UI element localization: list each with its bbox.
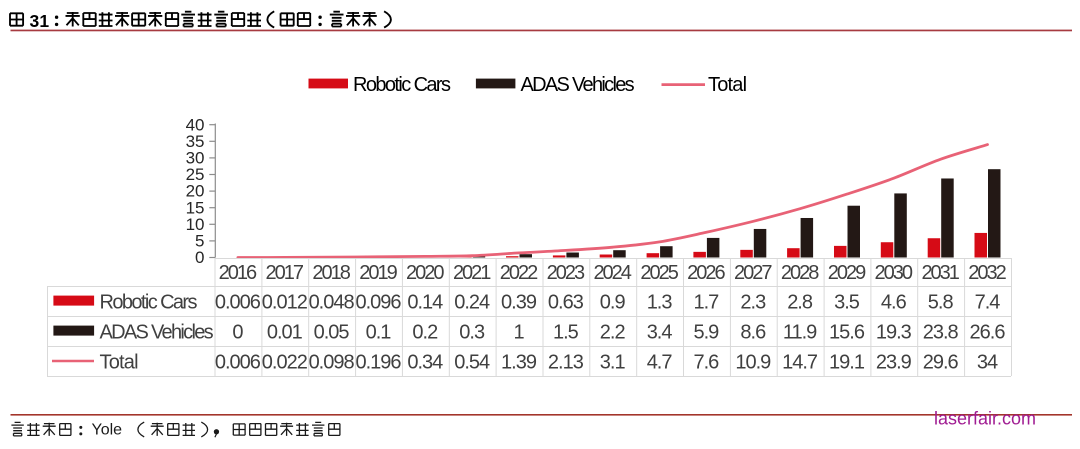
- svg-text:2031: 2031: [921, 262, 959, 284]
- svg-text:0.006: 0.006: [215, 351, 261, 373]
- svg-text:2.2: 2.2: [600, 321, 626, 343]
- svg-text:2.8: 2.8: [787, 291, 813, 313]
- svg-text:0.006: 0.006: [215, 291, 261, 313]
- svg-text:0.098: 0.098: [309, 351, 355, 373]
- svg-text:2016: 2016: [219, 262, 257, 284]
- svg-text:19.3: 19.3: [876, 321, 912, 343]
- svg-text:2027: 2027: [734, 262, 772, 284]
- svg-text:Robotic Cars: Robotic Cars: [100, 291, 198, 313]
- svg-text:10.9: 10.9: [735, 351, 771, 373]
- svg-text:2025: 2025: [640, 262, 678, 284]
- svg-text:0.048: 0.048: [309, 291, 355, 313]
- svg-text:29.6: 29.6: [923, 351, 959, 373]
- svg-text:0.022: 0.022: [262, 351, 308, 373]
- svg-text:2.3: 2.3: [740, 291, 766, 313]
- svg-text:0.9: 0.9: [600, 291, 626, 313]
- svg-text:2029: 2029: [828, 262, 866, 284]
- svg-text:3.4: 3.4: [647, 321, 673, 343]
- svg-text:3.5: 3.5: [834, 291, 860, 313]
- svg-text:0.01: 0.01: [267, 321, 303, 343]
- svg-text:0.24: 0.24: [454, 291, 490, 313]
- svg-text:30: 30: [186, 149, 205, 168]
- svg-text:0: 0: [232, 321, 243, 343]
- svg-text:1.39: 1.39: [501, 351, 537, 373]
- svg-text:7.6: 7.6: [693, 351, 719, 373]
- svg-text:Robotic Cars: Robotic Cars: [353, 74, 451, 96]
- svg-text:laserfair.com: laserfair.com: [934, 409, 1036, 429]
- svg-text:2017: 2017: [266, 262, 304, 284]
- svg-text:25: 25: [186, 165, 205, 184]
- svg-text:2030: 2030: [875, 262, 913, 284]
- svg-text:5.9: 5.9: [693, 321, 719, 343]
- svg-text:0.196: 0.196: [355, 351, 401, 373]
- svg-text:2026: 2026: [687, 262, 725, 284]
- svg-text:Total: Total: [100, 351, 139, 373]
- svg-text:2032: 2032: [968, 262, 1006, 284]
- svg-text:4.6: 4.6: [881, 291, 907, 313]
- svg-text:0.34: 0.34: [407, 351, 443, 373]
- svg-text:2.13: 2.13: [548, 351, 584, 373]
- svg-text:7.4: 7.4: [975, 291, 1001, 313]
- svg-text:0.39: 0.39: [501, 291, 537, 313]
- svg-text:2023: 2023: [547, 262, 585, 284]
- svg-text:2024: 2024: [593, 262, 631, 284]
- svg-text:Total: Total: [708, 74, 747, 96]
- svg-text:34: 34: [977, 351, 998, 373]
- svg-text:23.9: 23.9: [876, 351, 912, 373]
- svg-text:5: 5: [195, 232, 204, 251]
- svg-text:0.05: 0.05: [314, 321, 350, 343]
- svg-text:35: 35: [186, 132, 205, 151]
- svg-text:2028: 2028: [781, 262, 819, 284]
- svg-text:1.5: 1.5: [553, 321, 579, 343]
- svg-text:0.2: 0.2: [412, 321, 438, 343]
- svg-text:0.012: 0.012: [262, 291, 308, 313]
- svg-text:2019: 2019: [359, 262, 397, 284]
- svg-text:15: 15: [186, 198, 205, 217]
- svg-text:11.9: 11.9: [783, 321, 817, 343]
- svg-text:31: 31: [30, 11, 50, 31]
- svg-text:2022: 2022: [500, 262, 538, 284]
- svg-text:0.3: 0.3: [459, 321, 485, 343]
- svg-text:19.1: 19.1: [829, 351, 865, 373]
- svg-text:40: 40: [186, 115, 205, 134]
- svg-text:14.7: 14.7: [782, 351, 818, 373]
- svg-text:1.7: 1.7: [693, 291, 719, 313]
- svg-text:0: 0: [195, 248, 204, 267]
- svg-text:23.8: 23.8: [923, 321, 959, 343]
- svg-text:0.1: 0.1: [366, 321, 392, 343]
- svg-text:ADAS Vehicles: ADAS Vehicles: [521, 74, 635, 96]
- svg-text:0.54: 0.54: [454, 351, 490, 373]
- svg-text:8.6: 8.6: [740, 321, 766, 343]
- svg-text:ADAS Vehicles: ADAS Vehicles: [100, 321, 214, 343]
- svg-text:15.6: 15.6: [829, 321, 865, 343]
- svg-text:3.1: 3.1: [600, 351, 626, 373]
- svg-text:1.3: 1.3: [647, 291, 673, 313]
- svg-text:20: 20: [186, 182, 205, 201]
- svg-text:10: 10: [186, 215, 205, 234]
- svg-text:5.8: 5.8: [928, 291, 954, 313]
- svg-text:2018: 2018: [312, 262, 350, 284]
- svg-text:26.6: 26.6: [970, 321, 1006, 343]
- svg-text:0.63: 0.63: [548, 291, 584, 313]
- svg-text:4.7: 4.7: [647, 351, 673, 373]
- svg-text:0.14: 0.14: [407, 291, 443, 313]
- svg-text:2020: 2020: [406, 262, 444, 284]
- svg-text:0.096: 0.096: [355, 291, 401, 313]
- svg-text:Yole: Yole: [92, 421, 123, 438]
- svg-text:2021: 2021: [453, 262, 491, 284]
- svg-text:1: 1: [513, 321, 524, 343]
